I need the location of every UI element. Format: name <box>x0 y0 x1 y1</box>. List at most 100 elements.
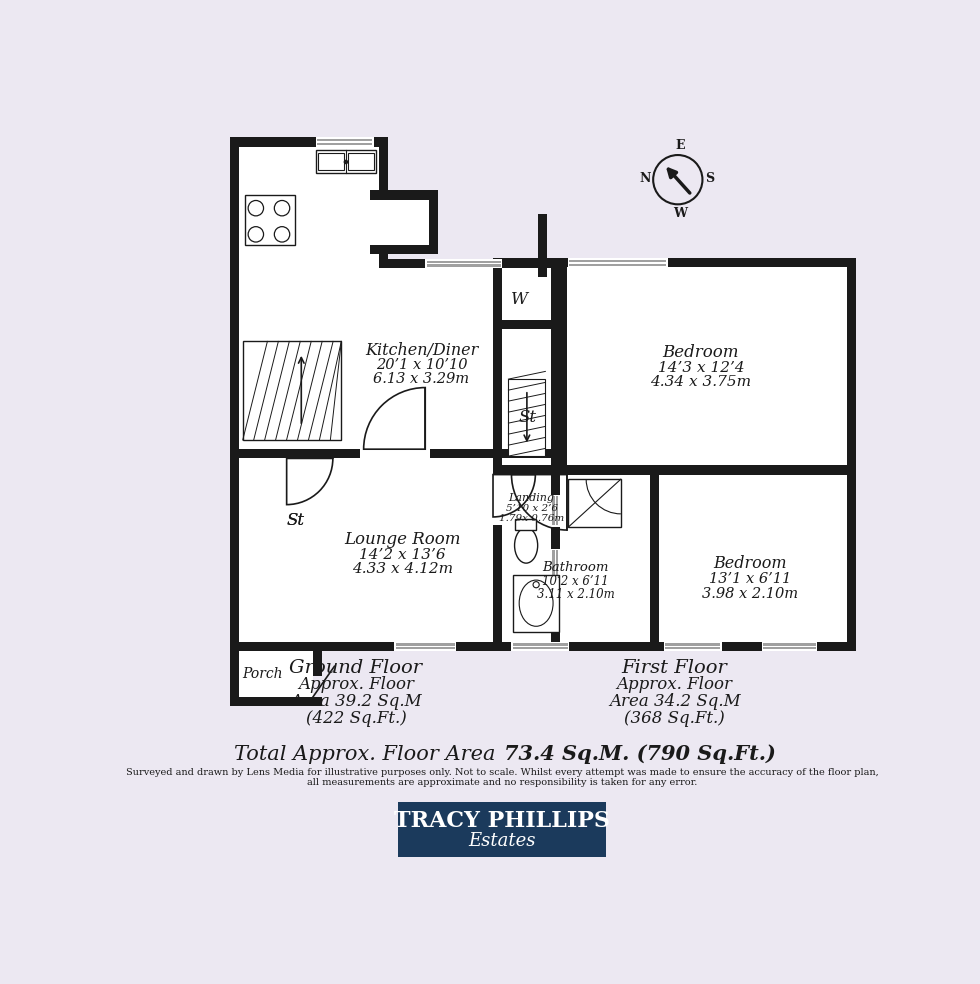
Bar <box>229 651 239 707</box>
Text: Bedroom: Bedroom <box>662 343 739 361</box>
Bar <box>425 449 430 459</box>
Text: Total Approx. Floor Area: Total Approx. Floor Area <box>234 745 503 764</box>
Bar <box>493 642 857 651</box>
Bar <box>553 496 555 525</box>
Bar <box>239 651 313 697</box>
Bar <box>551 495 560 527</box>
Text: Lounge Room: Lounge Room <box>344 530 461 548</box>
Bar <box>316 150 376 173</box>
Text: W: W <box>511 291 528 308</box>
Bar <box>239 449 551 642</box>
Bar <box>396 647 455 649</box>
Bar <box>493 465 857 474</box>
Bar <box>551 548 560 590</box>
Text: Area 34.2 Sq.M: Area 34.2 Sq.M <box>609 694 741 710</box>
Text: Kitchen/Diner: Kitchen/Diner <box>365 342 478 359</box>
Text: 73.4 Sq.M. (790 Sq.Ft.): 73.4 Sq.M. (790 Sq.Ft.) <box>504 744 775 765</box>
Bar <box>514 575 560 633</box>
Text: Approx. Floor: Approx. Floor <box>298 676 414 694</box>
Text: First Floor: First Floor <box>621 659 728 677</box>
Text: E: E <box>675 140 685 153</box>
Bar <box>229 642 560 651</box>
Bar <box>429 191 438 255</box>
Bar <box>493 258 857 268</box>
Bar <box>763 644 815 646</box>
Text: 13’1 x 6’11: 13’1 x 6’11 <box>710 573 791 586</box>
Bar <box>427 265 501 267</box>
Text: 4.34 x 3.75m: 4.34 x 3.75m <box>651 375 752 390</box>
Bar <box>360 448 425 459</box>
Text: TRACY PHILLIPS: TRACY PHILLIPS <box>394 810 611 832</box>
Bar <box>369 191 438 200</box>
Bar <box>398 802 607 857</box>
Text: all measurements are approximate and no responsibility is taken for any error.: all measurements are approximate and no … <box>307 778 698 787</box>
Bar <box>568 479 621 527</box>
Bar <box>243 341 341 440</box>
Bar <box>509 379 546 457</box>
Text: Surveyed and drawn by Lens Media for illustrative purposes only. Not to scale. W: Surveyed and drawn by Lens Media for ill… <box>125 769 879 777</box>
Text: 20’1 x 10’10: 20’1 x 10’10 <box>375 358 467 372</box>
Bar <box>763 647 815 649</box>
Text: 3.11 x 2.10m: 3.11 x 2.10m <box>536 588 614 601</box>
Bar <box>761 642 817 651</box>
Bar <box>665 647 720 649</box>
Bar <box>229 449 560 459</box>
Text: 1.79x 0.76m: 1.79x 0.76m <box>499 514 564 523</box>
Text: Porch: Porch <box>242 667 282 681</box>
Bar <box>379 259 560 269</box>
Bar <box>316 138 373 147</box>
Bar <box>396 644 455 646</box>
Text: 14’3 x 12’4: 14’3 x 12’4 <box>658 360 744 375</box>
Bar <box>514 520 536 530</box>
Text: W: W <box>673 207 687 220</box>
Text: Ground Floor: Ground Floor <box>289 659 422 677</box>
Bar <box>348 154 373 170</box>
Bar <box>313 651 322 676</box>
Bar <box>245 195 295 245</box>
Bar <box>847 258 857 651</box>
Bar <box>665 644 720 646</box>
Bar <box>557 550 559 589</box>
Bar <box>569 260 666 262</box>
Bar <box>553 550 555 589</box>
Text: Bedroom: Bedroom <box>713 555 787 573</box>
Text: 3.98 x 2.10m: 3.98 x 2.10m <box>702 586 799 601</box>
Bar <box>503 268 847 642</box>
Bar <box>427 261 501 263</box>
Text: 6.13 x 3.29m: 6.13 x 3.29m <box>373 372 469 386</box>
Bar <box>558 268 567 474</box>
Bar <box>664 642 721 651</box>
Bar <box>379 245 388 269</box>
Text: Estates: Estates <box>468 832 536 850</box>
Bar <box>514 644 567 646</box>
Text: St: St <box>287 512 305 528</box>
Bar <box>512 642 569 651</box>
Bar <box>493 320 557 329</box>
Bar <box>318 139 372 141</box>
Bar <box>493 258 503 651</box>
Bar <box>569 264 666 266</box>
Bar <box>239 147 379 269</box>
Circle shape <box>344 159 348 164</box>
Bar <box>369 245 438 255</box>
Text: (422 Sq.Ft.): (422 Sq.Ft.) <box>306 710 407 727</box>
Bar <box>395 642 456 651</box>
Text: Approx. Floor: Approx. Floor <box>616 676 733 694</box>
Bar <box>650 465 660 651</box>
Bar <box>551 259 560 651</box>
Text: 10’2 x 6’11: 10’2 x 6’11 <box>542 575 609 588</box>
Bar <box>538 214 547 277</box>
Text: N: N <box>640 171 651 185</box>
Bar <box>239 269 551 449</box>
Text: 5’10 x 2’6: 5’10 x 2’6 <box>506 504 558 513</box>
Text: (368 Sq.Ft.): (368 Sq.Ft.) <box>624 710 725 727</box>
Bar <box>514 647 567 649</box>
Bar <box>318 154 344 170</box>
Text: Bathroom: Bathroom <box>542 561 609 575</box>
Text: Area 39.2 Sq.M: Area 39.2 Sq.M <box>290 694 421 710</box>
Text: S: S <box>706 171 714 185</box>
Bar <box>379 138 388 191</box>
Bar <box>229 138 239 651</box>
Text: 4.33 x 4.12m: 4.33 x 4.12m <box>352 562 453 577</box>
Bar <box>229 697 322 707</box>
